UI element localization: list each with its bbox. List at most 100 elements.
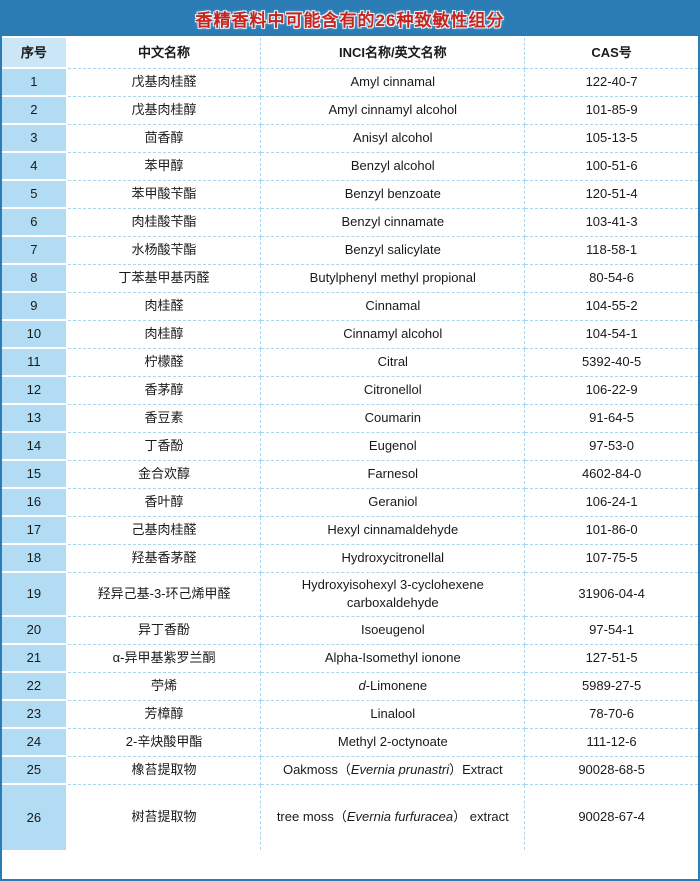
cell-chinese-name: 戊基肉桂醇: [66, 96, 262, 125]
cell-index: 10: [2, 320, 68, 349]
table-row: 6 肉桂酸苄酯 Benzyl cinnamate 103-41-3: [2, 208, 698, 237]
cell-cas: 100-51-6: [524, 152, 698, 181]
cell-chinese-name: 丁香酚: [66, 432, 262, 461]
cell-inci-name: Benzyl cinnamate: [260, 208, 526, 237]
cell-inci-name: Oakmoss（Evernia prunastri）Extract: [260, 756, 526, 785]
cell-chinese-name: 2-辛炔酸甲酯: [66, 728, 262, 757]
inci-segment: Eugenol: [368, 438, 417, 454]
table-row: 26 树苔提取物 tree moss（Evernia furfuracea） ext…: [2, 784, 698, 850]
cell-inci-name: Citronellol: [260, 376, 526, 405]
cell-inci-name: Amyl cinnamal: [260, 68, 526, 97]
cell-cas: 78-70-6: [524, 700, 698, 729]
cell-cas: 97-53-0: [524, 432, 698, 461]
cell-inci-name: Amyl cinnamyl alcohol: [260, 96, 526, 125]
inci-segment: Hydroxycitronellal: [341, 550, 445, 566]
cell-inci-name: Hydroxyisohexyl 3-cyclohexene carboxalde…: [260, 572, 526, 617]
cell-cas: 107-75-5: [524, 544, 698, 573]
cell-cas: 106-24-1: [524, 488, 698, 517]
title-bar: 香精香料中可能含有的26种致敏性组分: [2, 0, 698, 36]
table-row: 11 柠檬醛 Citral 5392-40-5: [2, 348, 698, 377]
cell-inci-name: Hydroxycitronellal: [260, 544, 526, 573]
cell-cas: 103-41-3: [524, 208, 698, 237]
cell-inci-name: Methyl 2-octynoate: [260, 728, 526, 757]
cell-cas: 127-51-5: [524, 644, 698, 673]
column-header-inci-name: INCI名称/英文名称: [260, 36, 526, 69]
cell-chinese-name: 肉桂醇: [66, 320, 262, 349]
cell-chinese-name: 香叶醇: [66, 488, 262, 517]
cell-chinese-name: 肉桂醛: [66, 292, 262, 321]
table-row: 19 羟异己基-3-环己烯甲醛 Hydroxyisohexyl 3-cyclohex…: [2, 572, 698, 617]
cell-index: 5: [2, 180, 68, 209]
cell-inci-name: Citral: [260, 348, 526, 377]
inci-segment: Farnesol: [367, 466, 419, 482]
column-header-cas: CAS号: [524, 36, 698, 69]
cell-cas: 105-13-5: [524, 124, 698, 153]
cell-index: 2: [2, 96, 68, 125]
cell-chinese-name: 香豆素: [66, 404, 262, 433]
cell-index: 4: [2, 152, 68, 181]
cell-inci-name: Benzyl benzoate: [260, 180, 526, 209]
cell-cas: 90028-67-4: [524, 784, 698, 850]
cell-cas: 111-12-6: [524, 728, 698, 757]
cell-cas: 101-86-0: [524, 516, 698, 545]
cell-inci-name: tree moss（Evernia furfuracea） extract: [260, 784, 526, 850]
cell-chinese-name: 苯甲酸苄酯: [66, 180, 262, 209]
cell-chinese-name: 羟基香茅醛: [66, 544, 262, 573]
cell-chinese-name: 肉桂酸苄酯: [66, 208, 262, 237]
table-row: 25 橡苔提取物 Oakmoss（Evernia prunastri）Extract…: [2, 756, 698, 785]
cell-inci-name: Cinnamyl alcohol: [260, 320, 526, 349]
cell-index: 8: [2, 264, 68, 293]
inci-segment: Alpha-Isomethyl ionone: [324, 650, 461, 666]
inci-segment: Benzyl alcohol: [350, 158, 435, 174]
inci-segment: Amyl cinnamyl alcohol: [328, 102, 458, 118]
cell-inci-name: Hexyl cinnamaldehyde: [260, 516, 526, 545]
cell-cas: 5392-40-5: [524, 348, 698, 377]
table-row: 20 异丁香酚 Isoeugenol 97-54-1: [2, 616, 698, 645]
table-row: 14 丁香酚 Eugenol 97-53-0: [2, 432, 698, 461]
cell-chinese-name: 树苔提取物: [66, 784, 262, 850]
cell-chinese-name: α-异甲基紫罗兰酮: [66, 644, 262, 673]
cell-inci-name: Benzyl salicylate: [260, 236, 526, 265]
cell-chinese-name: 柠檬醛: [66, 348, 262, 377]
cell-inci-name: Farnesol: [260, 460, 526, 489]
cell-index: 9: [2, 292, 68, 321]
page-title: 香精香料中可能含有的26种致敏性组分: [195, 10, 505, 30]
cell-inci-name: Eugenol: [260, 432, 526, 461]
inci-segment: Linalool: [370, 706, 416, 722]
inci-segment: ）Extract: [449, 762, 503, 778]
cell-chinese-name: 丁苯基甲基丙醛: [66, 264, 262, 293]
cell-cas: 90028-68-5: [524, 756, 698, 785]
cell-cas: 118-58-1: [524, 236, 698, 265]
inci-segment: Methyl 2-octynoate: [337, 734, 448, 750]
cell-cas: 122-40-7: [524, 68, 698, 97]
inci-segment: Geraniol: [368, 494, 418, 510]
table-row: 9 肉桂醛 Cinnamal 104-55-2: [2, 292, 698, 321]
header-row: 序号 中文名称 INCI名称/英文名称 CAS号: [2, 36, 698, 69]
cell-chinese-name: 金合欢醇: [66, 460, 262, 489]
inci-segment-italic: d: [358, 678, 366, 694]
cell-chinese-name: 芳樟醇: [66, 700, 262, 729]
cell-index: 17: [2, 516, 68, 545]
cell-inci-name: Cinnamal: [260, 292, 526, 321]
table-row: 24 2-辛炔酸甲酯 Methyl 2-octynoate 111-12-6: [2, 728, 698, 757]
table-row: 13 香豆素 Coumarin 91-64-5: [2, 404, 698, 433]
cell-index: 16: [2, 488, 68, 517]
cell-chinese-name: 茴香醇: [66, 124, 262, 153]
inci-segment: tree moss（: [276, 809, 347, 825]
cell-cas: 120-51-4: [524, 180, 698, 209]
cell-index: 21: [2, 644, 68, 673]
cell-index: 13: [2, 404, 68, 433]
cell-index: 11: [2, 348, 68, 377]
cell-inci-name: Butylphenyl methyl propional: [260, 264, 526, 293]
cell-index: 23: [2, 700, 68, 729]
cell-cas: 101-85-9: [524, 96, 698, 125]
inci-segment: Citral: [377, 354, 408, 370]
inci-segment: Benzyl benzoate: [344, 186, 441, 202]
cell-chinese-name: 羟异己基-3-环己烯甲醛: [66, 572, 262, 617]
cell-index: 20: [2, 616, 68, 645]
cell-inci-name: Anisyl alcohol: [260, 124, 526, 153]
table-row: 7 水杨酸苄酯 Benzyl salicylate 118-58-1: [2, 236, 698, 265]
inci-segment: Anisyl alcohol: [353, 130, 433, 146]
cell-index: 18: [2, 544, 68, 573]
table-row: 2 戊基肉桂醇 Amyl cinnamyl alcohol 101-85-9: [2, 96, 698, 125]
